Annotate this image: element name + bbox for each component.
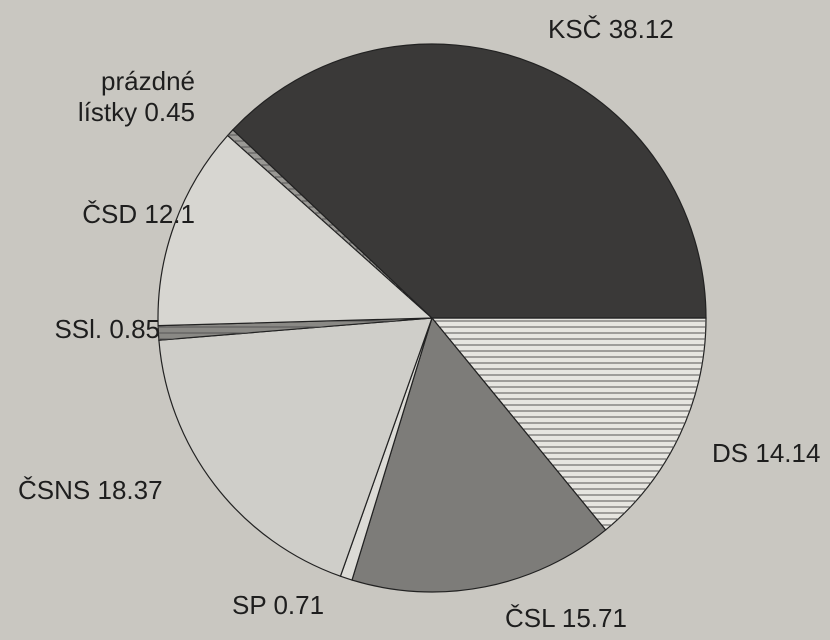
label-name: ČSL: [505, 603, 555, 633]
label-value: 15.71: [561, 603, 627, 633]
label-name: SSl.: [54, 314, 103, 344]
label-name: prázdné lístky: [77, 66, 195, 127]
slice-label: ČSNS 18.37: [18, 475, 218, 506]
slice-hatch: [227, 129, 432, 318]
label-value: 18.37: [97, 475, 163, 505]
label-name: DS: [712, 438, 749, 468]
slice-label: ČSL 15.71: [505, 603, 665, 634]
label-value: 0.85: [109, 314, 160, 344]
pie-slice: [157, 134, 434, 327]
slice-label: KSČ 38.12: [548, 14, 748, 45]
label-name: ČSD: [82, 199, 138, 229]
label-value: 0.71: [273, 590, 325, 620]
pie-slice: [158, 317, 433, 578]
pie-slice: [351, 316, 607, 593]
slice-label: SP 0.71: [232, 590, 352, 621]
label-value: 12.1: [144, 199, 195, 229]
slice-label: DS 14.14: [712, 438, 830, 469]
label-name: KSČ: [548, 14, 602, 44]
pie-slice: [232, 43, 707, 319]
slice-label: prázdné lístky 0.45: [40, 66, 195, 128]
slice-label: ČSD 12.1: [20, 199, 195, 230]
label-value: 38.12: [608, 14, 674, 44]
slice-label: SSl. 0.85: [20, 314, 160, 345]
slice-hatch: [432, 318, 706, 530]
label-name: ČSNS: [18, 475, 91, 505]
label-value: 0.45: [144, 97, 195, 127]
slice-hatch: [158, 318, 432, 341]
label-name: SP: [232, 590, 267, 620]
label-value: 14.14: [755, 438, 821, 468]
